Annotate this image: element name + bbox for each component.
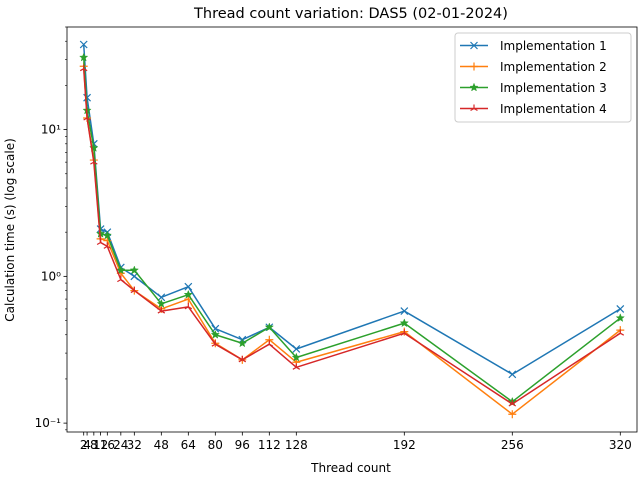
x-tick-label: 16 [100, 438, 115, 452]
x-tick-label: 4 [83, 438, 91, 452]
marker-tri [211, 340, 220, 347]
x-tick-label: 8 [90, 438, 98, 452]
marker-tri [184, 302, 193, 310]
marker-star [102, 230, 112, 240]
x-tick-label: 256 [501, 438, 524, 452]
marker-x [508, 370, 517, 379]
marker-plus [470, 62, 478, 71]
marker-tri [508, 399, 517, 407]
marker-tri [157, 307, 166, 314]
marker-star [237, 338, 247, 348]
marker-star [129, 265, 139, 275]
marker-star [399, 318, 409, 328]
series-line [82, 57, 621, 403]
chart-title: Thread count variation: DAS5 (02-01-2024… [193, 6, 508, 22]
x-tick-label: 12 [93, 438, 108, 452]
legend-entry: Implementation 3 [460, 81, 607, 95]
x-tick-label: 128 [285, 438, 308, 452]
x-axis-title: Thread count [310, 461, 391, 475]
marker-tri [238, 355, 247, 363]
marker-tri [79, 64, 88, 72]
plot-area [79, 40, 625, 419]
legend: Implementation 1 Implementation 2 Implemen… [454, 32, 632, 123]
marker-star [615, 313, 625, 322]
marker-star [291, 352, 301, 362]
marker-x [400, 307, 409, 316]
marker-tri [616, 329, 625, 336]
marker-tri [117, 275, 125, 283]
marker-star [210, 329, 220, 339]
x-tick-label: 32 [127, 438, 142, 452]
marker-x [79, 40, 88, 49]
y-axis-title: Calculation time (s) (log scale) [3, 138, 17, 322]
marker-tri [103, 242, 112, 249]
marker-tri [83, 113, 91, 121]
legend-entry: Implementation 1 [460, 39, 607, 53]
x-tick-label: 48 [154, 438, 169, 452]
marker-x [616, 304, 625, 313]
x-tick-label: 2 [80, 438, 88, 452]
x-tick-label: 320 [609, 438, 632, 452]
x-tick-label: 112 [258, 438, 281, 452]
marker-star [116, 265, 126, 275]
marker-star [156, 298, 166, 308]
marker-tri [90, 158, 98, 165]
marker-tri [470, 104, 478, 112]
x-tick-label: 64 [181, 438, 196, 452]
marker-tri [130, 286, 139, 294]
legend-entry: Implementation 4 [460, 102, 607, 116]
legend-box [454, 32, 632, 123]
plot-frame [66, 26, 638, 433]
series-line [82, 68, 621, 405]
series-3 [79, 52, 625, 406]
marker-tri [292, 363, 301, 370]
x-tick-label: 192 [393, 438, 416, 452]
y-tick-label: 10⁰ [41, 269, 61, 283]
y-tick-label: 10⁻¹ [35, 416, 62, 430]
x-tick-label: 80 [208, 438, 223, 452]
marker-x [184, 282, 193, 291]
marker-x [83, 93, 92, 102]
legend-label: Implementation 2 [500, 60, 607, 74]
marker-star [264, 322, 274, 332]
y-tick-label: 10¹ [41, 123, 61, 137]
marker-plus [508, 410, 517, 419]
marker-star [469, 82, 479, 92]
marker-star [79, 52, 89, 62]
legend-entry: Implementation 2 [460, 60, 607, 74]
marker-tri [265, 340, 274, 347]
legend-label: Implementation 4 [500, 102, 607, 116]
legend-label: Implementation 1 [500, 39, 607, 53]
marker-x [470, 41, 478, 50]
series-4 [79, 64, 625, 407]
marker-tri [400, 329, 409, 336]
x-tick-label: 24 [113, 438, 128, 452]
marker-star [183, 289, 193, 299]
marker-tri [96, 238, 105, 246]
legend-label: Implementation 3 [500, 81, 607, 95]
x-tick-label: 96 [235, 438, 250, 452]
marker-x [157, 293, 166, 302]
marker-x [292, 345, 301, 353]
